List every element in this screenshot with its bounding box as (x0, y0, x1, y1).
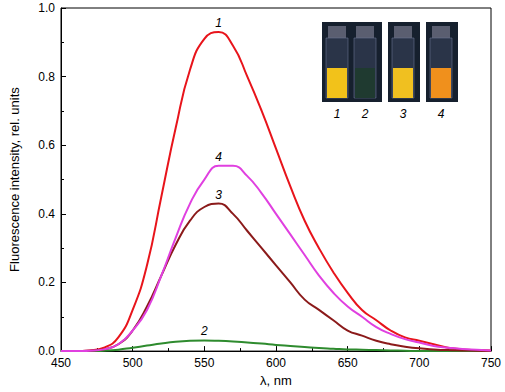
svg-text:450: 450 (51, 356, 71, 370)
svg-text:750: 750 (481, 356, 501, 370)
svg-text:0.6: 0.6 (38, 138, 55, 152)
svg-text:1.0: 1.0 (38, 1, 55, 15)
svg-text:3: 3 (215, 188, 222, 202)
svg-text:550: 550 (194, 356, 214, 370)
svg-text:1: 1 (334, 107, 341, 121)
svg-text:650: 650 (338, 356, 358, 370)
svg-text:2: 2 (200, 324, 208, 338)
svg-text:500: 500 (123, 356, 143, 370)
svg-text:Fluorescence intensity, rel. u: Fluorescence intensity, rel. units (7, 87, 22, 272)
svg-text:4: 4 (438, 107, 445, 121)
svg-text:4: 4 (215, 150, 222, 164)
svg-text:0.4: 0.4 (38, 207, 55, 221)
svg-text:600: 600 (266, 356, 286, 370)
svg-text:700: 700 (409, 356, 429, 370)
svg-text:0.0: 0.0 (38, 344, 55, 359)
svg-text:1: 1 (215, 16, 222, 30)
svg-text:0.2: 0.2 (38, 275, 55, 289)
svg-text:3: 3 (400, 107, 407, 121)
svg-text:2: 2 (361, 107, 369, 121)
svg-text:λ, nm: λ, nm (260, 373, 292, 388)
svg-text:0.8: 0.8 (38, 70, 55, 84)
